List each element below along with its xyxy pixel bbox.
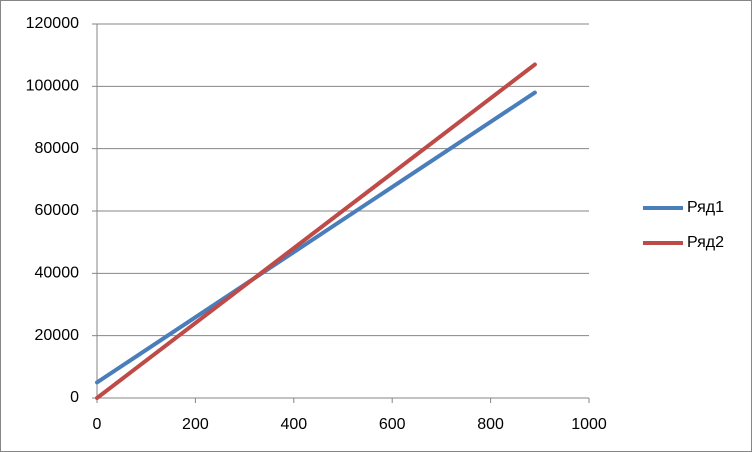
x-tick-label: 600 [379, 416, 406, 433]
y-tick-label: 80000 [35, 140, 80, 157]
x-tick-label: 400 [280, 416, 307, 433]
x-tick-label: 800 [477, 416, 504, 433]
legend-label: Ряд1 [687, 199, 724, 216]
x-tick-label: 200 [182, 416, 209, 433]
x-tick-label: 0 [93, 416, 102, 433]
x-tick-label: 1000 [571, 416, 607, 433]
y-tick-label: 60000 [35, 202, 80, 219]
y-tick-label: 0 [70, 389, 79, 406]
series-line [95, 90, 537, 385]
y-tick-label: 20000 [35, 327, 80, 344]
y-tick-label: 120000 [26, 15, 79, 32]
y-tick-label: 100000 [26, 78, 79, 95]
series-line [95, 62, 537, 400]
y-tick-label: 40000 [35, 265, 80, 282]
legend-label: Ряд2 [687, 234, 724, 251]
